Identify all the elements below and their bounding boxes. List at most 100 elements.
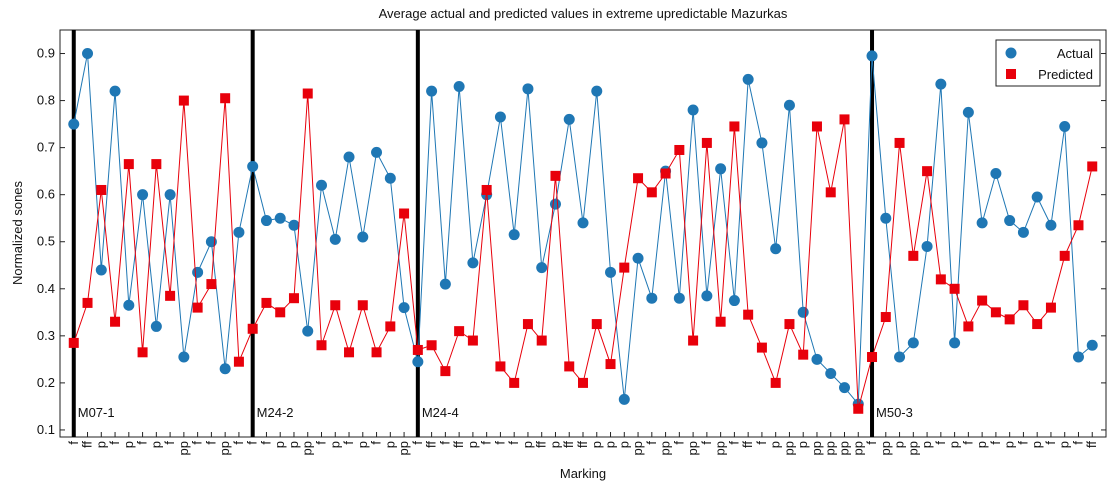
predicted-point — [288, 293, 299, 304]
predicted-point — [1045, 302, 1056, 313]
actual-point — [1004, 215, 1016, 227]
x-tick-label: p — [1029, 441, 1044, 448]
x-tick-label: f — [162, 441, 177, 445]
x-tick-label: pp — [823, 441, 838, 455]
predicted-point — [564, 361, 575, 372]
x-tick-label: f — [699, 441, 714, 445]
x-tick-label: pp — [850, 441, 865, 455]
predicted-point — [247, 323, 258, 334]
predicted-point — [1004, 314, 1015, 325]
predicted-point — [165, 290, 176, 301]
x-tick-label: pp — [658, 441, 673, 455]
predicted-point — [867, 352, 878, 363]
x-tick-label: f — [258, 441, 273, 445]
y-axis-label: Normalized sones — [10, 180, 25, 285]
predicted-point — [137, 347, 148, 358]
predicted-point — [454, 326, 465, 337]
predicted-point — [825, 187, 836, 198]
predicted-point — [908, 250, 919, 261]
actual-point — [880, 212, 892, 224]
x-tick-label: ff — [561, 441, 576, 448]
actual-point — [329, 233, 341, 245]
predicted-point — [811, 121, 822, 132]
segment-label: M07-1 — [78, 405, 115, 420]
actual-point — [302, 325, 314, 337]
actual-point — [343, 151, 355, 163]
x-tick-label: f — [369, 441, 384, 445]
predicted-point — [715, 316, 726, 327]
predicted-point — [302, 88, 313, 99]
x-tick-label: pp — [905, 441, 920, 455]
actual-point — [426, 85, 438, 97]
actual-point — [384, 172, 396, 184]
x-tick-label: pp — [837, 441, 852, 455]
predicted-point — [990, 307, 1001, 318]
x-tick-label: p — [1057, 441, 1072, 448]
actual-point — [756, 137, 768, 149]
predicted-point — [1032, 319, 1043, 330]
y-tick-label: 0.9 — [37, 46, 55, 61]
x-tick-label: ff — [575, 441, 590, 448]
predicted-point — [509, 377, 520, 388]
y-tick-label: 0.8 — [37, 93, 55, 108]
x-tick-label: p — [272, 441, 287, 448]
x-tick-label: f — [960, 441, 975, 445]
x-tick-label: p — [93, 441, 108, 448]
actual-point — [549, 198, 561, 210]
predicted-point — [701, 137, 712, 148]
x-tick-label: p — [547, 441, 562, 448]
predicted-point — [412, 344, 423, 355]
x-tick-label: pp — [781, 441, 796, 455]
x-tick-label: f — [754, 441, 769, 445]
predicted-point — [894, 137, 905, 148]
legend-label: Predicted — [1038, 67, 1093, 82]
x-tick-label: ff — [1084, 441, 1099, 448]
x-tick-label: ff — [534, 441, 549, 448]
x-tick-label: p — [465, 441, 480, 448]
legend-marker — [1006, 69, 1016, 79]
x-tick-label: f — [135, 441, 150, 445]
actual-point — [962, 106, 974, 118]
predicted-point — [344, 347, 355, 358]
predicted-point — [467, 335, 478, 346]
x-tick-label: f — [644, 441, 659, 445]
x-tick-label: p — [919, 441, 934, 448]
x-tick-label: f — [492, 441, 507, 445]
actual-point — [825, 367, 837, 379]
actual-point — [591, 85, 603, 97]
predicted-point — [178, 95, 189, 106]
series-line — [73, 53, 1093, 406]
actual-point — [866, 50, 878, 62]
predicted-point — [206, 279, 217, 290]
predicted-point — [330, 300, 341, 311]
actual-point — [921, 240, 933, 252]
x-tick-label: p — [795, 441, 810, 448]
actual-point — [742, 73, 754, 85]
predicted-point — [385, 321, 396, 332]
actual-point — [274, 212, 286, 224]
x-tick-label: f — [107, 441, 122, 445]
x-tick-label: f — [988, 441, 1003, 445]
predicted-point — [371, 347, 382, 358]
x-tick-label: f — [506, 441, 521, 445]
x-tick-label: p — [768, 441, 783, 448]
actual-point — [577, 217, 589, 229]
x-tick-label: f — [864, 441, 879, 445]
x-tick-label: pp — [809, 441, 824, 455]
predicted-point — [233, 356, 244, 367]
actual-point — [811, 353, 823, 365]
x-tick-label: p — [286, 441, 301, 448]
predicted-point — [399, 208, 410, 219]
actual-point — [233, 226, 245, 238]
x-tick-label: p — [892, 441, 907, 448]
predicted-point — [756, 342, 767, 353]
x-tick-label: pp — [685, 441, 700, 455]
x-tick-label: f — [314, 441, 329, 445]
x-tick-label: pp — [713, 441, 728, 455]
x-tick-label: ff — [424, 441, 439, 448]
predicted-point — [481, 184, 492, 195]
predicted-point — [522, 319, 533, 330]
predicted-point — [550, 170, 561, 181]
actual-point — [95, 264, 107, 276]
